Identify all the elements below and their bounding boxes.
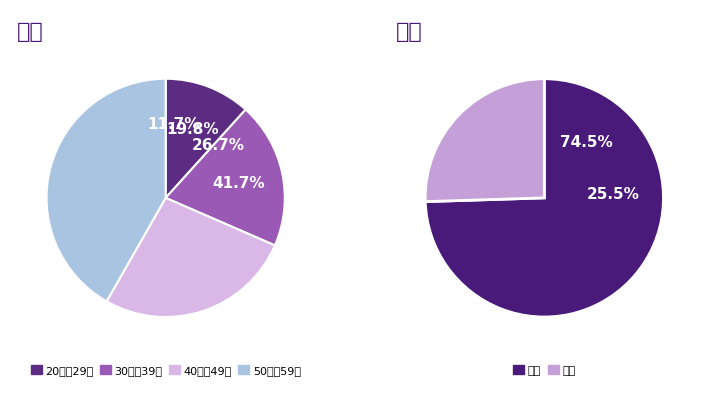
Legend: 男性, 女性: 男性, 女性 xyxy=(509,361,580,380)
Wedge shape xyxy=(425,79,545,202)
Text: 年齢: 年齢 xyxy=(17,22,43,42)
Text: 性別: 性別 xyxy=(395,22,422,42)
Wedge shape xyxy=(425,79,663,317)
Text: 74.5%: 74.5% xyxy=(559,135,613,151)
Wedge shape xyxy=(165,110,285,245)
Wedge shape xyxy=(106,198,275,317)
Text: 19.8%: 19.8% xyxy=(167,122,219,137)
Text: 11.7%: 11.7% xyxy=(147,117,200,132)
Wedge shape xyxy=(47,79,165,302)
Text: 25.5%: 25.5% xyxy=(587,187,640,202)
Text: 26.7%: 26.7% xyxy=(191,138,244,153)
Wedge shape xyxy=(165,79,246,198)
Legend: 20歳～29歳, 30歳～39歳, 40歳～49歳, 50歳～59歳: 20歳～29歳, 30歳～39歳, 40歳～49歳, 50歳～59歳 xyxy=(26,361,305,380)
Text: 41.7%: 41.7% xyxy=(212,176,265,191)
